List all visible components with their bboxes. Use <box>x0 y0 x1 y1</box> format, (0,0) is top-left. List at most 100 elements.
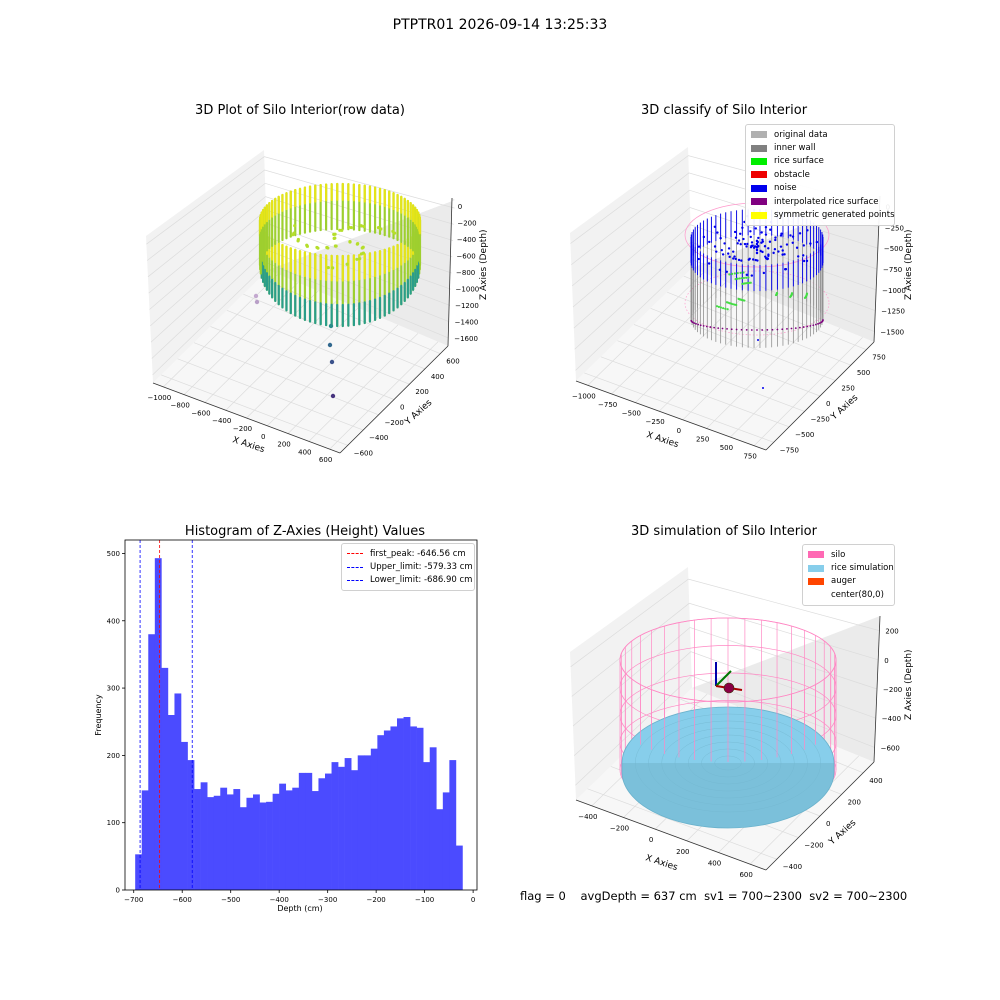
panel2-interp-point <box>766 328 769 331</box>
panel2-x-tick: 750 <box>743 453 756 461</box>
panel4-z-tick: −400 <box>882 715 901 723</box>
legend-swatch <box>751 184 767 192</box>
panel1-floor-grid <box>243 293 425 370</box>
panel2-y-tick: 250 <box>841 385 854 393</box>
panel2-z-tick: −1500 <box>880 329 904 337</box>
legend-line-swatch <box>347 566 363 568</box>
panel1-point <box>356 241 360 246</box>
histogram-bar <box>226 794 234 890</box>
panel2-noise-point <box>697 257 700 261</box>
panel2-noise-point <box>780 232 783 235</box>
panel1-z-tick: −600 <box>456 253 475 261</box>
panel2-noise-point <box>727 247 731 250</box>
panel4-title: 3D simulation of Silo Interior <box>631 524 817 539</box>
panel2-y-axis <box>765 341 875 451</box>
panel2-rice-point <box>726 308 729 311</box>
legend-item: center(80,0) <box>808 588 889 601</box>
panel1-points <box>253 182 422 399</box>
histogram-bar <box>370 748 378 890</box>
histogram-bar <box>449 760 457 890</box>
panel2-rice-point <box>742 276 746 280</box>
histogram-bar <box>423 762 431 890</box>
panel1-point <box>355 257 359 261</box>
panel2-interp-point <box>781 328 784 331</box>
panel1-point <box>332 236 336 240</box>
panel2-noise-point <box>739 243 742 246</box>
histogram-bar <box>259 802 267 890</box>
legend-item: Lower_limit: -686.90 cm <box>347 574 472 587</box>
panel2-noise-point <box>802 254 805 257</box>
histogram-bar <box>436 809 444 890</box>
panel2-rice-point <box>774 293 778 297</box>
histogram-bar <box>213 795 221 890</box>
panel2-interp-point <box>790 327 793 330</box>
histogram-x-tick: −100 <box>415 896 434 904</box>
panel1-x-tick: −800 <box>171 402 190 410</box>
panel4-rice-side <box>621 763 835 829</box>
legend-swatch <box>751 171 767 179</box>
panel2-noise-point <box>749 235 752 239</box>
legend-item: inner wall <box>751 141 889 154</box>
histogram-bar <box>181 741 188 890</box>
panel2-noise-point <box>750 241 754 244</box>
panel4-legend: silo rice simulation auger center(80,0) <box>802 544 895 606</box>
panel1-floor-grid <box>193 342 379 416</box>
panel4-x-tick: 200 <box>676 848 689 856</box>
panel2-interp-point <box>776 328 779 331</box>
avg-depth-text: avgDepth = 637 cm <box>580 889 697 903</box>
histogram-bar <box>397 718 404 890</box>
panel2-title: 3D classify of Silo Interior <box>640 103 808 118</box>
panel2-interp-point <box>717 327 720 329</box>
panel4-wall-grid <box>572 627 878 727</box>
panel2-rice-point <box>749 281 752 284</box>
panel2-noise-point <box>755 242 759 246</box>
panel1-z-tick: −1000 <box>456 285 480 293</box>
panel2-interp-point <box>713 326 716 329</box>
panel1-y-tick: 0 <box>400 404 404 412</box>
panel2-noise-point <box>742 237 745 241</box>
histogram-bar <box>403 717 411 890</box>
panel2-noise-point <box>772 251 775 255</box>
histogram-y-tick: 300 <box>107 685 120 693</box>
panel1-z-axis <box>447 197 453 347</box>
legend-swatch <box>751 198 767 206</box>
panel1-point <box>332 232 336 237</box>
panel1-z-tick: 0 <box>458 203 462 211</box>
panel2-noise-point <box>797 255 800 258</box>
panel2-interp-point <box>690 319 693 322</box>
legend-line-swatch <box>347 579 363 581</box>
histogram-frame <box>124 539 478 891</box>
panel4-y-axis <box>765 761 875 871</box>
panel2-y-tick: −250 <box>811 415 830 423</box>
panel2-noise-point <box>767 247 770 250</box>
histogram-x-tick: 0 <box>471 896 475 904</box>
panel2-floor-grid <box>617 340 805 412</box>
panel2-y-tick: −500 <box>795 431 814 439</box>
panel1-point <box>296 239 300 243</box>
panel2-noise-point <box>766 257 769 261</box>
panel1-point <box>305 244 309 248</box>
panel2-z-tick: −750 <box>883 266 902 274</box>
histogram-bar <box>272 793 280 890</box>
histogram-y-tick: 0 <box>116 887 120 895</box>
panel2-noise-point <box>755 239 759 243</box>
legend-label: noise <box>774 183 797 194</box>
panel2-noise-point <box>777 250 780 253</box>
panel1-x-tick: 200 <box>277 441 290 449</box>
panel2-z-tick: −1000 <box>882 287 906 295</box>
panel2-y-tick: 750 <box>872 354 885 362</box>
panel2-rice-point <box>740 277 743 280</box>
panel1-pane-left <box>146 150 268 383</box>
panel2-interp-point <box>721 327 724 330</box>
panel1-point <box>334 244 338 248</box>
histogram-bar <box>148 634 156 890</box>
panel2-noise-point <box>795 246 799 249</box>
panel1-point <box>326 265 330 270</box>
panel2-noise-point <box>798 232 802 235</box>
panel2-noise-point <box>747 258 750 261</box>
panel2-wall-grid <box>573 224 877 329</box>
panel2-interp-point <box>709 326 712 328</box>
panel2-noise-point <box>762 271 766 275</box>
panel2-interp-point <box>745 328 748 331</box>
